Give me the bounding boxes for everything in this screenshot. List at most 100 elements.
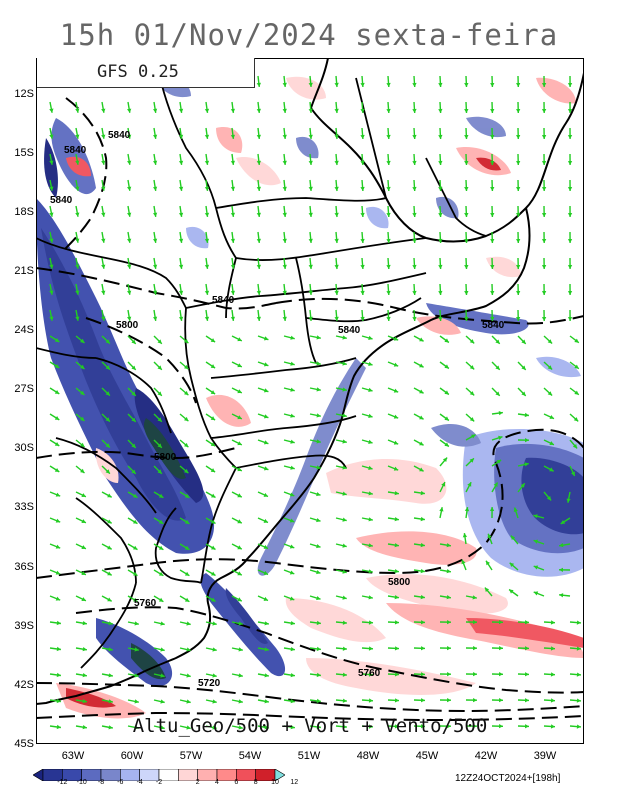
wind-arrow-head [360,212,365,217]
wind-arrow-head [464,187,469,191]
wind-arrow-head [496,459,502,464]
wind-arrow-head [237,389,242,394]
wind-arrow-head [342,413,347,418]
colorbar-min-arrow [32,768,44,782]
map-title: 15h 01/Nov/2024 sexta-feira [59,18,559,52]
wind-arrow-head [495,391,500,396]
wind-arrow-head [75,212,80,217]
wind-arrow-head [342,698,347,703]
wind-arrow-head [131,443,136,448]
wind-arrow-head [368,465,373,470]
wind-arrow-head [237,571,242,576]
wind-arrow-head [576,672,581,677]
wind-arrow-head [490,187,495,191]
lat-label: 45S [14,738,34,750]
wind-arrow-head [256,82,261,87]
wind-arrow-head [342,620,347,625]
wind-arrow-head [186,621,191,626]
wind-arrow-head [559,593,564,598]
wind-arrow-head [559,567,563,572]
wind-arrow-head [212,647,217,652]
wind-arrow-head [516,239,521,243]
lat-label: 18S [14,206,34,218]
wind-arrow-head [493,482,498,487]
wind-arrow-head [230,108,235,113]
lat-label: 33S [14,501,34,513]
colorbar [32,766,286,785]
wind-arrow-head [541,317,547,321]
contour-label: 5760 [134,598,157,609]
wind-arrow-head [178,264,184,269]
wind-arrow-head [55,492,61,497]
wind-arrow-head [290,335,295,340]
wind-arrow-head [184,545,190,550]
wind-arrow-head [444,364,449,369]
wind-arrow-head [133,519,138,524]
wind-arrow-head [256,316,261,321]
wind-arrow-head [560,520,566,524]
wind-arrow-head [444,390,449,395]
wind-arrow-head [81,545,86,549]
wind-arrow-head [521,339,526,344]
wind-arrow-head [75,186,80,191]
wind-arrow-head [567,161,573,165]
wind-arrow-head [289,570,295,575]
wind-arrow-head [212,725,217,730]
wind-arrow-head [394,724,399,729]
wind-arrow-head [55,544,61,549]
field-description: Altu_Geo/500 + Vort + Vento/500 [132,715,488,737]
wind-arrow-head [360,290,365,295]
wind-arrow-head [368,413,373,418]
wind-arrow-head [576,724,581,729]
wind-arrow-head [158,597,164,602]
wind-arrow-head [282,238,287,243]
wind-arrow-head [186,647,191,652]
wind-arrow-head [447,698,451,703]
wind-arrow-head [282,160,287,165]
wind-arrow-head [509,562,515,567]
wind-arrow-head [49,290,54,295]
wind-arrow-head [131,391,136,396]
wind-arrow-head [263,466,269,471]
wind-arrow-head [499,698,503,703]
wind-arrow-head [516,265,521,269]
wind-arrow-head [211,597,216,602]
wind-arrow-head [316,465,321,470]
lon-label: 48W [356,750,380,762]
wind-arrow-head [127,290,132,295]
wind-arrow-head [521,365,526,370]
lat-label: 21S [14,265,34,277]
wind-arrow-head [316,724,321,730]
wind-arrow-head [160,647,165,652]
wind-arrow-head [342,361,347,366]
wind-arrow-head [133,493,138,498]
wind-arrow-head [420,594,425,600]
wind-arrow-head [184,338,189,344]
wind-arrow-head [386,238,391,243]
wind-arrow-head [184,571,190,576]
colorbar-tick-label: -12 [57,779,68,786]
wind-arrow-head [237,545,242,550]
wind-arrow-head [368,569,373,574]
wind-arrow-head [541,161,547,165]
wind-arrow-head [489,507,495,511]
wind-arrow-head [256,108,261,113]
wind-arrow-head [282,82,287,87]
wind-arrow-head [412,264,417,269]
wind-arrow-head [101,290,106,295]
wind-arrow-head [541,83,547,87]
wind-arrow-head [467,482,472,487]
wind-arrow-head [498,435,503,440]
wind-arrow-head [184,390,189,396]
wind-arrow-head [420,542,425,548]
colorbar-scale [32,768,286,782]
wind-arrow-head [49,264,54,269]
wind-arrow-head [101,264,106,269]
wind-arrow-head [230,238,235,243]
wind-arrow-head [108,725,113,730]
wind-arrow-head [75,290,80,295]
contour-label: 5840 [50,195,73,206]
wind-arrow-head [158,545,164,550]
wind-arrow-head [533,565,539,570]
lat-label: 15S [14,147,34,159]
